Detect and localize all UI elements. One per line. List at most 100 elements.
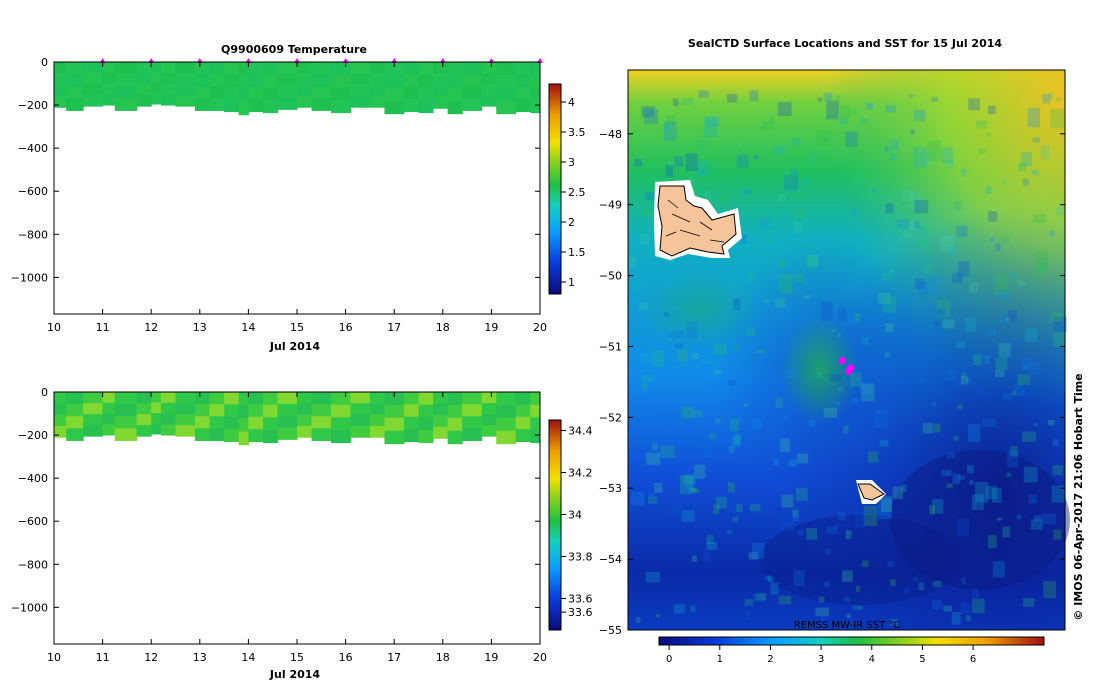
sst-pixel	[931, 499, 944, 514]
profile-cell	[160, 94, 176, 106]
sst-pixel	[904, 587, 909, 594]
profile-cell	[238, 88, 249, 103]
profile-cell	[447, 392, 463, 406]
profile-cell	[224, 404, 240, 418]
sst-pixel	[726, 530, 733, 534]
sst-pixel	[1011, 391, 1017, 395]
profile-cell	[530, 87, 541, 101]
sst-pixel	[826, 526, 838, 535]
profile-cell	[418, 429, 434, 444]
sst-pixel	[881, 272, 892, 281]
sst-pixel	[966, 465, 974, 474]
profile-cell	[433, 415, 449, 428]
sst-pixel	[991, 488, 1002, 503]
profile-cell	[277, 415, 298, 429]
sst-pixel	[848, 108, 857, 115]
profile-cell	[66, 86, 84, 99]
sst-pixel	[736, 154, 749, 169]
sst-pixel	[727, 379, 736, 386]
colorbar-tick-label: 3	[568, 156, 575, 169]
profile-cell	[481, 414, 497, 426]
profile-cell	[297, 403, 313, 416]
profile-cell	[151, 72, 162, 84]
sst-pixel	[843, 425, 849, 434]
sst-pixel	[995, 369, 1005, 378]
profile-cell	[496, 430, 517, 445]
profile-cell	[151, 62, 162, 73]
profile-cell	[384, 74, 405, 89]
sst-pixel	[972, 588, 979, 599]
sst-pixel	[792, 509, 799, 518]
sst-pixel	[753, 172, 759, 178]
sst-pixel	[779, 260, 785, 269]
sst-pixel	[1017, 163, 1027, 172]
profile-cell	[350, 95, 371, 108]
sst-pixel	[631, 492, 645, 506]
sst-pixel	[653, 483, 663, 493]
sst-pixel	[792, 510, 800, 521]
sst-pixel	[801, 178, 810, 185]
sst-pixel	[845, 131, 859, 147]
y-tick-label: −1000	[11, 271, 48, 284]
sst-pixel	[645, 571, 660, 583]
sst-pixel	[1020, 378, 1035, 397]
sst-pixel	[1023, 598, 1035, 607]
profile-cell	[66, 62, 84, 75]
profile-cell	[515, 404, 531, 418]
sst-pixel	[641, 208, 655, 217]
sst-pixel	[730, 472, 742, 484]
sst-pixel	[778, 595, 792, 605]
profile-cell	[462, 404, 483, 417]
profile-cell	[311, 392, 332, 405]
sst-pixel	[732, 298, 741, 311]
sst-pixel	[968, 98, 981, 111]
profile-cell	[350, 84, 371, 97]
x-tick-label: 15	[290, 321, 304, 334]
profile-cell	[151, 83, 162, 94]
map-latitude-axis: −48 −49 −50 −51 −52 −53 −54 −55	[599, 128, 1065, 637]
sst-pixel	[815, 607, 830, 617]
profile-cell	[447, 404, 463, 419]
sst-pixel	[744, 403, 749, 407]
sst-pixel	[691, 555, 697, 562]
profile-cell	[83, 62, 104, 74]
profile-cell	[262, 62, 279, 76]
sst-pixel	[1052, 331, 1066, 347]
profile-cell	[447, 62, 463, 76]
sst-pixel	[914, 200, 929, 214]
sst-pixel	[682, 476, 696, 484]
profile-cell	[114, 86, 138, 99]
profile-cell	[433, 62, 449, 75]
sst-pixel	[926, 275, 940, 293]
profile-cell	[151, 423, 162, 435]
sst-pixel	[1010, 446, 1018, 457]
temperature-panel: Q9900609 Temperature 0 −200 −400 −600 −800 −1…	[11, 43, 586, 353]
profile-cell	[384, 87, 405, 102]
profile-cell	[311, 62, 332, 75]
sst-pixel	[1029, 361, 1040, 375]
sst-pixel	[780, 438, 790, 453]
sst-pixel	[999, 319, 1008, 325]
profile-cell	[66, 428, 84, 441]
profile-cell	[384, 392, 405, 406]
sst-pixel	[825, 548, 831, 555]
sst-pixel	[728, 257, 734, 261]
sst-pixel	[846, 618, 854, 629]
sst-pixel	[901, 484, 907, 493]
sst-pixel	[773, 459, 779, 466]
sst-pixel	[651, 350, 664, 367]
profile-cell	[350, 403, 371, 416]
kerguelen-island	[657, 185, 737, 257]
sst-pixel	[728, 446, 735, 453]
colorbar-tick-label: 1	[568, 276, 575, 289]
profile-cell	[160, 392, 176, 404]
sst-pixel	[971, 598, 985, 614]
sst-pixel	[941, 469, 952, 477]
profile-cell	[311, 86, 332, 99]
sst-pixel	[976, 120, 988, 129]
sst-pixel	[686, 321, 698, 339]
lat-tick-label: −50	[599, 270, 622, 283]
sst-pixel	[787, 370, 795, 378]
sst-pixel	[690, 605, 696, 613]
profile-cell	[238, 62, 249, 76]
